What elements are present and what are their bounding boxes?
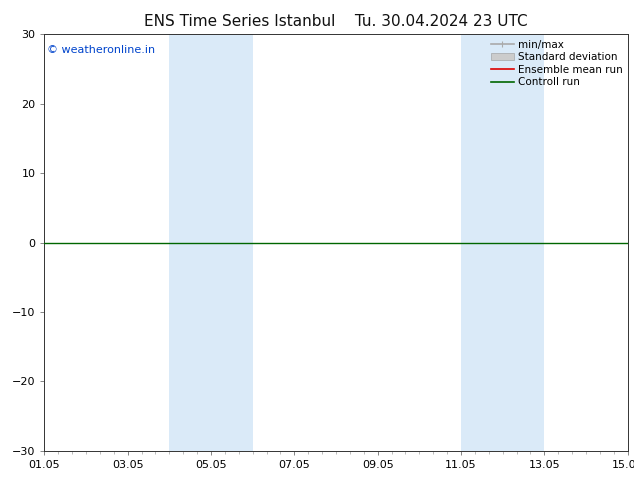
Text: © weatheronline.in: © weatheronline.in bbox=[48, 45, 155, 55]
Bar bbox=[169, 34, 253, 451]
Title: ENS Time Series Istanbul    Tu. 30.04.2024 23 UTC: ENS Time Series Istanbul Tu. 30.04.2024 … bbox=[144, 14, 528, 29]
Legend: min/max, Standard deviation, Ensemble mean run, Controll run: min/max, Standard deviation, Ensemble me… bbox=[489, 37, 624, 89]
Bar bbox=[461, 34, 545, 451]
